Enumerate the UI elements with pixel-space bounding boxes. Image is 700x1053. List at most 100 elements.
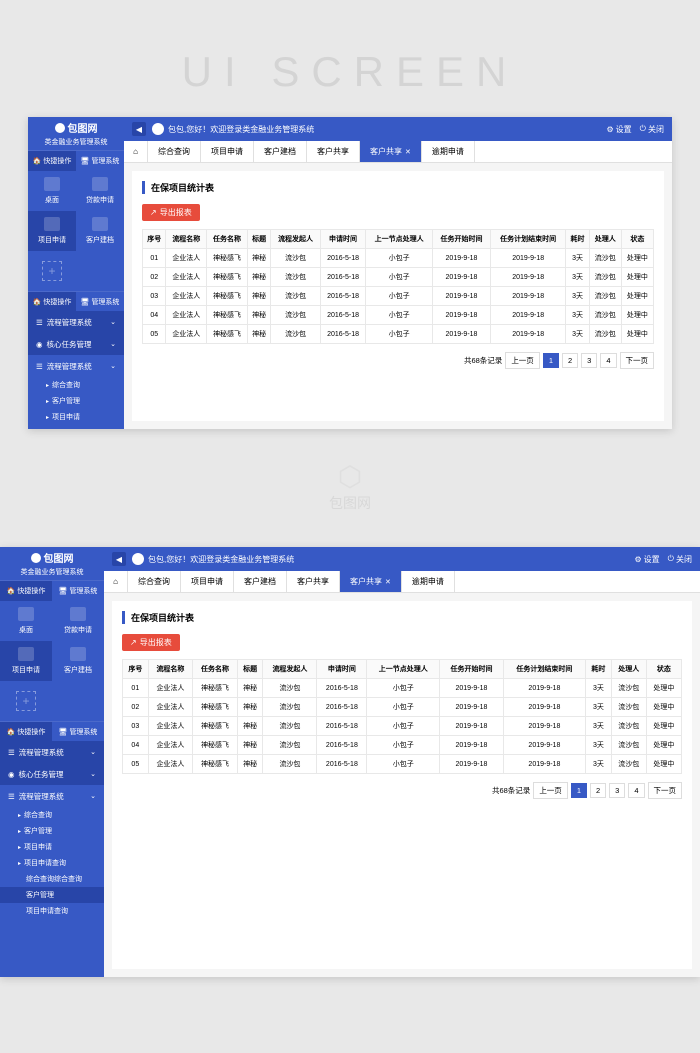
pagination-page-3[interactable]: 3 (609, 783, 625, 798)
table-header: 流程名称 (148, 660, 193, 679)
quick-loan[interactable]: 贷款申请 (52, 601, 104, 641)
nav-sub-customer[interactable]: 客户管理 (0, 823, 104, 839)
table-cell: 3天 (566, 306, 589, 325)
quick-desktop[interactable]: 桌面 (28, 171, 76, 211)
data-table: 序号流程名称任务名称标题流程发起人申请时间上一节点处理人任务开始时间任务计划结束… (142, 229, 654, 344)
table-row[interactable]: 02企业法人神秘感飞神秘流沙包2016-5-18小包子2019-9-182019… (143, 268, 654, 287)
tab-customer-file[interactable]: 客户建档 (234, 571, 287, 592)
nav-flow-mgmt-2[interactable]: ☰流程管理系统⌄ (28, 355, 124, 377)
table-cell: 流沙包 (611, 717, 646, 736)
table-row[interactable]: 02企业法人神秘感飞神秘流沙包2016-5-18小包子2019-9-182019… (123, 698, 682, 717)
table-row[interactable]: 03企业法人神秘感飞神秘流沙包2016-5-18小包子2019-9-182019… (123, 717, 682, 736)
pagination-page-4[interactable]: 4 (600, 353, 616, 368)
pagination-next[interactable]: 下一页 (648, 782, 683, 799)
table-cell: 2016-5-18 (317, 717, 367, 736)
pagination-page-2[interactable]: 2 (562, 353, 578, 368)
table-row[interactable]: 03企业法人神秘感飞神秘流沙包2016-5-18小包子2019-9-182019… (143, 287, 654, 306)
pagination-next[interactable]: 下一页 (620, 352, 655, 369)
table-row[interactable]: 05企业法人神秘感飞神秘流沙包2016-5-18小包子2019-9-182019… (123, 755, 682, 774)
quick-customer[interactable]: 客户建档 (76, 211, 124, 251)
nav-sub2-customer[interactable]: 客户管理 (0, 887, 104, 903)
table-cell: 小包子 (367, 679, 440, 698)
tab-overdue[interactable]: 逾期申请 (402, 571, 455, 592)
tab-home[interactable]: ⌂ (124, 141, 148, 162)
nav-core-task[interactable]: ◉核心任务管理⌄ (0, 763, 104, 785)
nav-flow-mgmt-2[interactable]: ☰流程管理系统⌄ (0, 785, 104, 807)
toggle-quick-2[interactable]: 🏠 快捷操作 (0, 722, 52, 741)
tab-project[interactable]: 项目申请 (181, 571, 234, 592)
toggle-manage-2[interactable]: 🖥 管理系统 (52, 722, 104, 741)
quick-grid: 桌面 贷款申请 项目申请 客户建档 + (0, 601, 104, 721)
pagination-page-1[interactable]: 1 (571, 783, 587, 798)
nav-sub-project-query[interactable]: 项目申请查询 (0, 855, 104, 871)
table-row[interactable]: 01企业法人神秘感飞神秘流沙包2016-5-18小包子2019-9-182019… (123, 679, 682, 698)
tab-query[interactable]: 综合查询 (148, 141, 201, 162)
export-button[interactable]: ↗导出报表 (122, 634, 180, 651)
topbar: ◀ 包包,您好！欢迎登录类金融业务管理系统 ⚙设置 ⏻关闭 (104, 547, 700, 571)
toggle-manage[interactable]: 🖥 管理系统 (76, 151, 124, 171)
close-button[interactable]: ⏻关闭 (640, 124, 664, 135)
quick-project[interactable]: 项目申请 (28, 211, 76, 251)
quick-project[interactable]: 项目申请 (0, 641, 52, 681)
nav-sub-project[interactable]: 项目申请 (0, 839, 104, 855)
settings-button[interactable]: ⚙设置 (635, 554, 660, 565)
tab-project[interactable]: 项目申请 (201, 141, 254, 162)
toggle-quick[interactable]: 🏠 快捷操作 (0, 581, 52, 601)
table-cell: 企业法人 (148, 679, 193, 698)
table-cell: 2019-9-18 (491, 287, 566, 306)
back-button[interactable]: ◀ (112, 552, 126, 566)
nav-sub2-project-query[interactable]: 项目申请查询 (0, 903, 104, 919)
quick-desktop[interactable]: 桌面 (0, 601, 52, 641)
nav-sub-customer[interactable]: 客户管理 (28, 393, 124, 409)
quick-add[interactable]: + (28, 251, 76, 291)
brand-subtitle: 类金融业务管理系统 (45, 137, 108, 147)
tab-customer-file[interactable]: 客户建档 (254, 141, 307, 162)
tab-query[interactable]: 综合查询 (128, 571, 181, 592)
table-cell: 小包子 (367, 755, 440, 774)
toggle-manage-2[interactable]: 🖥 管理系统 (76, 292, 124, 311)
nav-flow-mgmt[interactable]: ☰流程管理系统⌄ (28, 311, 124, 333)
pagination-prev[interactable]: 上一页 (505, 352, 540, 369)
tab-customer-share-active[interactable]: 客户共享✕ (360, 141, 422, 162)
quick-loan[interactable]: 贷款申请 (76, 171, 124, 211)
export-button[interactable]: ↗导出报表 (142, 204, 200, 221)
watermark-logo-icon: ⬡ (329, 460, 371, 493)
pagination-page-2[interactable]: 2 (590, 783, 606, 798)
tab-customer-share-active[interactable]: 客户共享✕ (340, 571, 402, 592)
nav-sub-query[interactable]: 综合查询 (28, 377, 124, 393)
close-button[interactable]: ⏻关闭 (668, 554, 692, 565)
table-row[interactable]: 01企业法人神秘感飞神秘流沙包2016-5-18小包子2019-9-182019… (143, 249, 654, 268)
quick-add[interactable]: + (0, 681, 52, 721)
project-icon (18, 647, 34, 661)
table-row[interactable]: 05企业法人神秘感飞神秘流沙包2016-5-18小包子2019-9-182019… (143, 325, 654, 344)
toggle-quick-2[interactable]: 🏠 快捷操作 (28, 292, 76, 311)
close-icon[interactable]: ✕ (385, 578, 391, 586)
settings-button[interactable]: ⚙设置 (607, 124, 632, 135)
table-row[interactable]: 04企业法人神秘感飞神秘流沙包2016-5-18小包子2019-9-182019… (123, 736, 682, 755)
tab-home[interactable]: ⌂ (104, 571, 128, 592)
table-cell: 神秘 (237, 736, 263, 755)
tab-overdue[interactable]: 逾期申请 (422, 141, 475, 162)
tab-customer-share[interactable]: 客户共享 (307, 141, 360, 162)
toggle-quick[interactable]: 🏠 快捷操作 (28, 151, 76, 171)
calendar-icon (70, 607, 86, 621)
tab-customer-share[interactable]: 客户共享 (287, 571, 340, 592)
nav-sub-project[interactable]: 项目申请 (28, 409, 124, 425)
brand-name: 包图网 (44, 550, 74, 565)
pagination-prev[interactable]: 上一页 (533, 782, 568, 799)
pagination-page-3[interactable]: 3 (581, 353, 597, 368)
back-button[interactable]: ◀ (132, 122, 146, 136)
nav-flow-mgmt[interactable]: ☰流程管理系统⌄ (0, 741, 104, 763)
table-header: 序号 (143, 230, 166, 249)
toggle-manage[interactable]: 🖥 管理系统 (52, 581, 104, 601)
quick-customer[interactable]: 客户建档 (52, 641, 104, 681)
table-row[interactable]: 04企业法人神秘感飞神秘流沙包2016-5-18小包子2019-9-182019… (143, 306, 654, 325)
nav-sub2-query[interactable]: 综合查询综合查询 (0, 871, 104, 887)
pagination-page-4[interactable]: 4 (628, 783, 644, 798)
nav-sub-query[interactable]: 综合查询 (0, 807, 104, 823)
app-window-2: 包图网 类金融业务管理系统 🏠 快捷操作 🖥 管理系统 桌面 贷款申请 项目申请… (0, 547, 700, 977)
close-icon[interactable]: ✕ (405, 148, 411, 156)
table-header: 任务名称 (207, 230, 248, 249)
nav-core-task[interactable]: ◉核心任务管理⌄ (28, 333, 124, 355)
pagination-page-1[interactable]: 1 (543, 353, 559, 368)
